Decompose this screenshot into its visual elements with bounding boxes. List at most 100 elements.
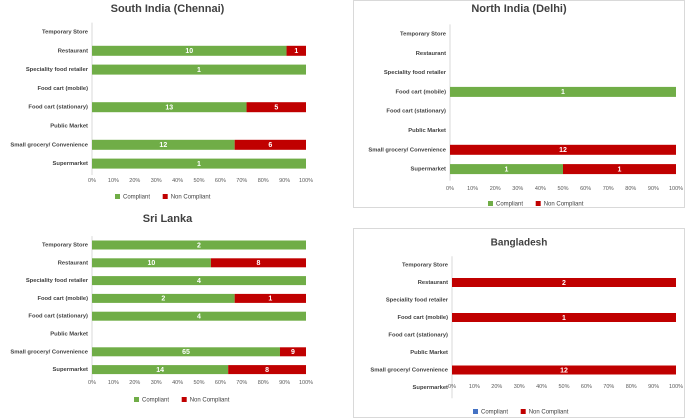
x-tick-label: 70%: [603, 384, 614, 390]
bar-compliant-speciality-food-retailer: [92, 276, 306, 286]
data-label-non-compliant: 5: [274, 105, 278, 112]
x-tick-label: 60%: [581, 384, 592, 390]
x-tick-label: 90%: [279, 380, 290, 386]
category-label-food-cart-stationary: Food cart (stationary): [388, 333, 448, 339]
bar-compliant-food-cart-mobile: [450, 86, 676, 97]
category-label-restaurant: Restaurant: [418, 280, 448, 286]
category-label-temporary-store: Temporary Store: [400, 32, 447, 38]
data-label-compliant: 2: [161, 296, 165, 303]
data-label-non-compliant: 1: [618, 166, 622, 173]
bar-non-compliant-small-grocery-convenience: [452, 365, 676, 375]
x-tick-label: 30%: [151, 178, 162, 184]
bar-compliant-supermarket: [450, 164, 563, 175]
x-tick-label: 10%: [469, 384, 480, 390]
x-tick-label: 60%: [215, 178, 226, 184]
legend-label-non-compliant: Non Compliant: [544, 202, 584, 208]
x-tick-label: 50%: [193, 380, 204, 386]
category-label-temporary-store: Temporary Store: [402, 263, 449, 269]
data-label-non-compliant: 1: [294, 48, 298, 55]
category-label-supermarket: Supermarket: [413, 385, 449, 391]
data-label-compliant: 1: [561, 89, 565, 96]
data-label-non-compliant: 1: [268, 296, 272, 303]
bar-non-compliant-food-cart-mobile: [234, 293, 306, 303]
x-tick-label: 0%: [446, 186, 454, 192]
legend-swatch-compliant: [473, 409, 478, 414]
data-label-non-compliant: 12: [559, 147, 567, 154]
legend-label-compliant: Compliant: [142, 398, 169, 404]
x-tick-label: 70%: [603, 186, 614, 192]
x-tick-label: 90%: [648, 186, 659, 192]
category-label-speciality-food-retailer: Speciality food retailer: [386, 298, 449, 304]
bar-compliant-food-cart-stationary: [92, 102, 247, 113]
chart-svg: Bangladesh 0% 10% 20% 30% 40% 50% 60% 70% 80% 90% 1…: [370, 238, 683, 416]
bar-compliant-food-cart-stationary: [92, 311, 306, 321]
data-label-non-compliant: 12: [560, 367, 568, 374]
category-label-food-cart-mobile: Food cart (mobile): [395, 89, 446, 95]
data-label-compliant: 10: [148, 260, 156, 267]
category-label-food-cart-stationary: Food cart (stationary): [28, 314, 88, 320]
bar-compliant-speciality-food-retailer: [92, 64, 306, 75]
bar-non-compliant-small-grocery-convenience: [450, 144, 676, 155]
category-label-restaurant: Restaurant: [58, 260, 88, 266]
category-label-supermarket: Supermarket: [53, 161, 89, 167]
x-tick-label: 0%: [448, 384, 456, 390]
x-tick-label: 100%: [669, 384, 683, 390]
x-tick-label: 40%: [172, 178, 183, 184]
x-tick-label: 50%: [557, 186, 568, 192]
category-label-public-market: Public Market: [410, 350, 448, 356]
x-tick-label: 30%: [514, 384, 525, 390]
category-label-food-cart-mobile: Food cart (mobile): [397, 315, 448, 321]
data-label-compliant: 10: [185, 48, 193, 55]
bar-compliant-temporary-store: [92, 240, 306, 250]
category-label-supermarket: Supermarket: [53, 367, 89, 373]
legend-label-non-compliant: Non Compliant: [171, 195, 211, 201]
chart-title: Bangladesh: [491, 238, 548, 249]
bar-compliant-food-cart-mobile: [92, 293, 235, 303]
bar-non-compliant-restaurant: [286, 45, 306, 56]
category-label-speciality-food-retailer: Speciality food retailer: [384, 70, 447, 76]
data-label-non-compliant: 8: [256, 260, 260, 267]
bar-non-compliant-food-cart-mobile: [452, 313, 676, 322]
x-tick-label: 30%: [151, 380, 162, 386]
data-label-compliant: 4: [197, 278, 201, 285]
data-label-compliant: 13: [165, 105, 173, 112]
category-label-small-grocery-convenience: Small grocery/ Convenience: [368, 147, 446, 153]
data-label-non-compliant: 2: [562, 280, 566, 287]
bar-compliant-supermarket: [92, 158, 306, 169]
legend-label-compliant: Compliant: [496, 202, 523, 208]
legend-label-non-compliant: Non Compliant: [190, 398, 230, 404]
legend-label-compliant: Compliant: [481, 410, 508, 416]
category-label-small-grocery-convenience: Small grocery/ Convenience: [10, 142, 88, 148]
x-tick-label: 0%: [88, 178, 96, 184]
data-label-compliant: 1: [505, 166, 509, 173]
data-label-compliant: 12: [159, 142, 167, 149]
category-label-restaurant: Restaurant: [416, 51, 446, 57]
chart-north-india: North India (Delhi) 0% 10% 20% 30% 40% 50% 60% 7…: [353, 0, 685, 208]
x-tick-label: 70%: [236, 380, 247, 386]
x-tick-label: 20%: [129, 178, 140, 184]
bar-non-compliant-supermarket: [228, 365, 306, 375]
chart-title: North India (Delhi): [471, 3, 567, 15]
category-label-food-cart-mobile: Food cart (mobile): [37, 296, 88, 302]
x-tick-label: 80%: [258, 380, 269, 386]
x-tick-label: 0%: [88, 380, 96, 386]
category-label-public-market: Public Market: [50, 124, 88, 130]
bar-compliant-supermarket: [92, 365, 229, 375]
data-label-non-compliant: 8: [265, 367, 269, 374]
category-label-small-grocery-convenience: Small grocery/ Convenience: [370, 368, 448, 374]
bar-compliant-small-grocery-convenience: [92, 139, 235, 150]
legend-swatch-compliant: [488, 201, 493, 206]
chart-title: Sri Lanka: [143, 213, 193, 225]
chart-bangladesh: Bangladesh 0% 10% 20% 30% 40% 50% 60% 70% 80% 90% 1…: [353, 210, 685, 418]
x-tick-label: 80%: [258, 178, 269, 184]
category-label-speciality-food-retailer: Speciality food retailer: [26, 67, 89, 73]
category-label-public-market: Public Market: [50, 332, 88, 338]
x-tick-label: 60%: [215, 380, 226, 386]
x-tick-label: 10%: [108, 380, 119, 386]
data-label-non-compliant: 9: [291, 349, 295, 356]
bar-compliant-restaurant: [92, 45, 287, 56]
x-tick-label: 10%: [467, 186, 478, 192]
legend-swatch-non-compliant: [162, 194, 168, 199]
bar-non-compliant-food-cart-stationary: [246, 102, 306, 113]
category-label-temporary-store: Temporary Store: [42, 30, 89, 36]
